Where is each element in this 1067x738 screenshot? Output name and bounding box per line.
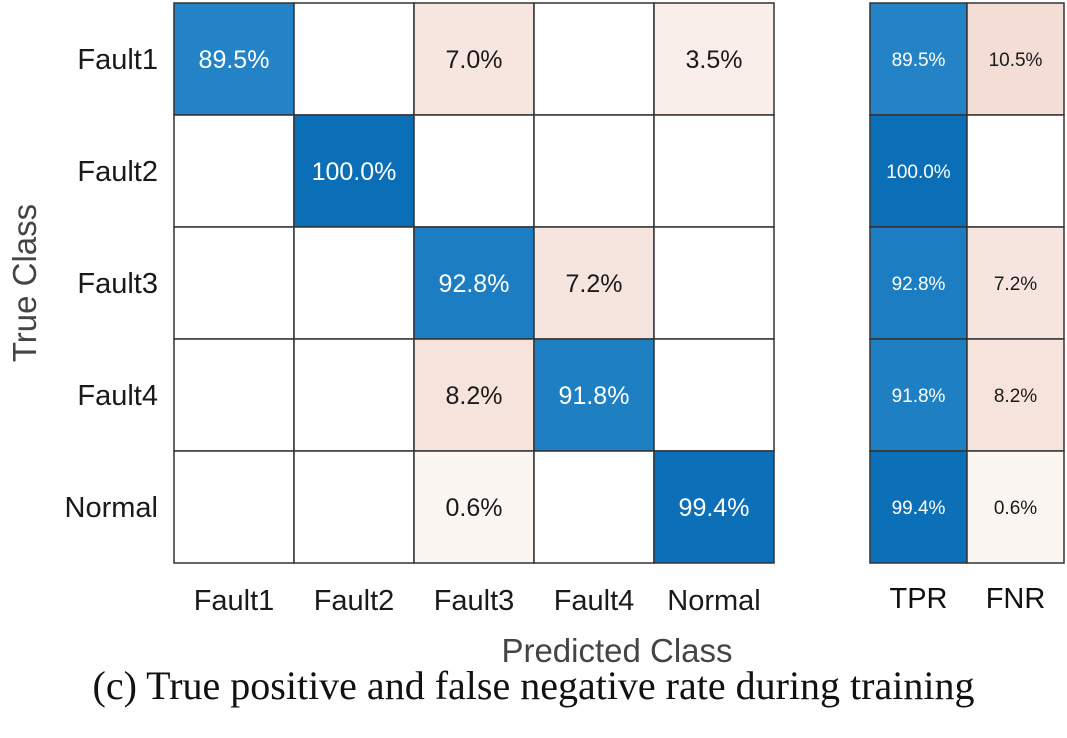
cell-label: 0.6%	[446, 494, 503, 522]
cell-Fault4-Fault4	[533, 338, 655, 452]
rate-col-label: TPR	[890, 583, 948, 615]
cell-Fault2-Fault2	[293, 114, 415, 228]
cell-Normal-Fault1	[173, 450, 295, 564]
cell-Fault3-Fault2	[293, 226, 415, 340]
cell-Fault3-Normal	[653, 226, 775, 340]
cell-Fault1-Fault4	[533, 2, 655, 116]
cell-Fault1-Normal	[653, 2, 775, 116]
rate-cell-label: 99.4%	[892, 498, 946, 519]
x-axis-title: Predicted Class	[501, 632, 732, 669]
figure-caption: (c) True positive and false negative rat…	[92, 663, 975, 708]
row-tick-label: Fault4	[77, 380, 158, 412]
cell-Fault2-Fault1	[173, 114, 295, 228]
rate-cell-Normal-FNR	[966, 450, 1065, 564]
rate-cell-Fault4-FNR	[966, 338, 1065, 452]
rate-cell-label: 10.5%	[989, 50, 1043, 71]
cell-Normal-Fault3	[413, 450, 535, 564]
cell-label: 3.5%	[686, 46, 743, 74]
row-tick-label: Normal	[65, 492, 158, 524]
cell-label: 91.8%	[559, 382, 630, 410]
rate-cell-label: 0.6%	[994, 498, 1037, 519]
cell-Fault3-Fault3	[413, 226, 535, 340]
col-tick-label: Normal	[667, 585, 760, 617]
cell-Fault3-Fault4	[533, 226, 655, 340]
rate-cell-Fault2-TPR	[869, 114, 968, 228]
rate-cell-Fault3-FNR	[966, 226, 1065, 340]
cell-Normal-Fault2	[293, 450, 415, 564]
cell-label: 92.8%	[439, 270, 510, 298]
cell-Fault2-Normal	[653, 114, 775, 228]
rate-cell-Fault2-FNR	[966, 114, 1065, 228]
cell-label: 8.2%	[446, 382, 503, 410]
cell-label: 99.4%	[679, 494, 750, 522]
row-tick-label: Fault1	[77, 44, 158, 76]
rate-cell-label: 7.2%	[994, 274, 1037, 295]
rate-cell-label: 91.8%	[892, 386, 946, 407]
col-tick-label: Fault1	[194, 585, 275, 617]
rate-cell-label: 8.2%	[994, 386, 1037, 407]
cell-Fault2-Fault3	[413, 114, 535, 228]
rate-cell-label: 100.0%	[886, 162, 951, 183]
cell-Fault3-Fault1	[173, 226, 295, 340]
cell-label: 7.2%	[566, 270, 623, 298]
row-tick-label: Fault2	[77, 156, 158, 188]
y-axis-title: True Class	[6, 204, 43, 362]
cell-Fault1-Fault2	[293, 2, 415, 116]
cell-label: 100.0%	[312, 158, 397, 186]
rate-cell-Fault1-FNR	[966, 2, 1065, 116]
col-tick-label: Fault4	[554, 585, 635, 617]
rate-col-label: FNR	[986, 583, 1046, 615]
rate-cell-Normal-TPR	[869, 450, 968, 564]
col-tick-label: Fault2	[314, 585, 395, 617]
rate-cell-label: 89.5%	[892, 50, 946, 71]
rate-cell-Fault4-TPR	[869, 338, 968, 452]
cell-Fault2-Fault4	[533, 114, 655, 228]
cell-Fault1-Fault1	[173, 2, 295, 116]
cell-Normal-Normal	[653, 450, 775, 564]
cell-Fault4-Fault1	[173, 338, 295, 452]
cell-Fault1-Fault3	[413, 2, 535, 116]
rate-cell-Fault3-TPR	[869, 226, 968, 340]
col-tick-label: Fault3	[434, 585, 515, 617]
cell-Normal-Fault4	[533, 450, 655, 564]
cell-Fault4-Fault2	[293, 338, 415, 452]
cell-Fault4-Normal	[653, 338, 775, 452]
cell-label: 89.5%	[199, 46, 270, 74]
row-tick-label: Fault3	[77, 268, 158, 300]
rate-cell-label: 92.8%	[892, 274, 946, 295]
cell-label: 7.0%	[446, 46, 503, 74]
